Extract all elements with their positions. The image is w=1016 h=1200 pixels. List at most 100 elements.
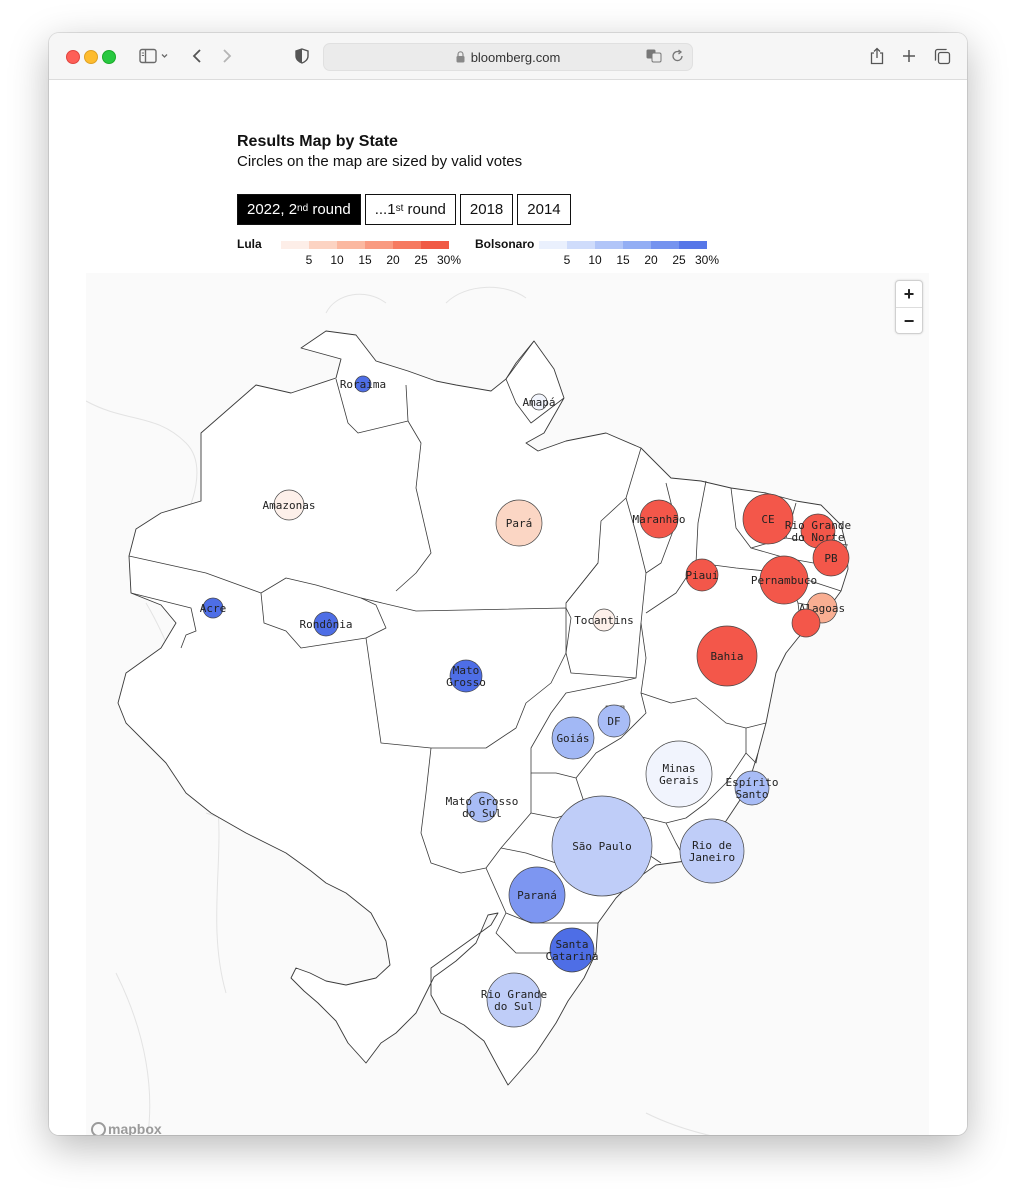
- state-sao-paulo[interactable]: São Paulo: [551, 795, 653, 897]
- tab-label: 2018: [469, 201, 504, 218]
- state-circle[interactable]: [791, 608, 821, 638]
- chevron-right-icon: [223, 49, 232, 63]
- state-label: Rio Grande: [785, 519, 851, 532]
- state-circle[interactable]: [679, 818, 745, 884]
- tab-2018[interactable]: 2018: [459, 194, 514, 225]
- forward-button[interactable]: [217, 45, 237, 67]
- state-pb[interactable]: PB: [812, 539, 850, 577]
- state-df[interactable]: DF: [597, 704, 631, 738]
- translate-icon[interactable]: [646, 49, 662, 66]
- sidebar-toggle-button[interactable]: [134, 45, 174, 67]
- state-label: CE: [761, 513, 774, 526]
- legend-lula-tick: 15: [358, 253, 372, 267]
- state-label: Janeiro: [689, 851, 735, 864]
- state-label: Amazonas: [263, 499, 316, 512]
- state-circle[interactable]: [551, 795, 653, 897]
- tab-overview-button[interactable]: [932, 45, 952, 67]
- state-circle[interactable]: [812, 539, 850, 577]
- state-circle[interactable]: [466, 791, 498, 823]
- state-label: Amapá: [522, 396, 555, 409]
- state-circle[interactable]: [742, 493, 794, 545]
- zoom-window-button[interactable]: [102, 50, 116, 64]
- shield-icon: [295, 48, 309, 64]
- legend-lula-swatch: [393, 241, 421, 249]
- state-circle[interactable]: [530, 393, 548, 411]
- address-bar[interactable]: bloomberg.com: [323, 43, 693, 71]
- minimize-window-button[interactable]: [84, 50, 98, 64]
- state-circle[interactable]: [759, 555, 809, 605]
- state-label: Rio Grande: [481, 988, 547, 1001]
- legend-bolsonaro-tick: 30%: [694, 253, 720, 267]
- state-circle[interactable]: [696, 625, 758, 687]
- state-bahia[interactable]: Bahia: [696, 625, 758, 687]
- tab-2014[interactable]: 2014: [517, 194, 571, 225]
- back-button[interactable]: [187, 45, 207, 67]
- state-label: Mato Grosso: [446, 795, 519, 808]
- mapbox-logo[interactable]: mapbox: [91, 1121, 162, 1135]
- state-pernambuco[interactable]: Pernambuco: [751, 555, 817, 605]
- legend-lula-swatch: [281, 241, 309, 249]
- state-circle[interactable]: [549, 927, 595, 973]
- state-circle[interactable]: [449, 659, 483, 693]
- state-amapa[interactable]: Amapá: [522, 393, 556, 411]
- legend-bolsonaro-tick: 20: [644, 253, 658, 267]
- new-tab-button[interactable]: [899, 45, 919, 67]
- state-circle[interactable]: [734, 770, 770, 806]
- chevron-left-icon: [192, 49, 201, 63]
- state-label: Bahia: [710, 650, 743, 663]
- state-amazonas[interactable]: Amazonas: [263, 489, 316, 521]
- state-circle[interactable]: [273, 489, 305, 521]
- share-icon: [870, 47, 884, 65]
- legend-lula-swatch: [365, 241, 393, 249]
- reload-icon[interactable]: [671, 49, 684, 66]
- tab-label-sup: st: [395, 203, 404, 214]
- state-circle[interactable]: [551, 716, 595, 760]
- close-window-button[interactable]: [66, 50, 80, 64]
- state-circle[interactable]: [486, 972, 542, 1028]
- state-label: do Sul: [462, 807, 502, 820]
- tab-label: 2014: [527, 201, 561, 218]
- state-circle[interactable]: [592, 608, 616, 632]
- state-circle[interactable]: [202, 597, 224, 619]
- state-circle[interactable]: [508, 866, 566, 924]
- state-sergipe[interactable]: [791, 608, 821, 638]
- legend-lula-scale: [281, 241, 449, 249]
- state-acre[interactable]: Acre: [200, 597, 227, 619]
- state-label: Mato: [453, 664, 480, 677]
- tab-label-rest: round: [308, 201, 351, 218]
- state-goias[interactable]: Goiás: [551, 716, 595, 760]
- state-circle[interactable]: [495, 499, 543, 547]
- state-circle[interactable]: [313, 611, 339, 637]
- state-tocantins[interactable]: Tocantins: [574, 608, 634, 632]
- zoom-in-button[interactable]: +: [903, 283, 915, 304]
- state-circle[interactable]: [597, 704, 631, 738]
- state-label: Maranhão: [633, 513, 686, 526]
- state-parana[interactable]: Paraná: [508, 866, 566, 924]
- privacy-report-button[interactable]: [292, 45, 312, 67]
- state-circle[interactable]: [645, 740, 713, 808]
- share-button[interactable]: [867, 45, 887, 67]
- state-rondonia[interactable]: Rondônia: [300, 611, 353, 637]
- state-circle[interactable]: [685, 558, 719, 592]
- state-maranhao[interactable]: Maranhão: [633, 499, 686, 539]
- zoom-out-button[interactable]: −: [896, 307, 922, 334]
- state-circle[interactable]: [354, 375, 372, 393]
- legend-bolsonaro-tick: 10: [588, 253, 602, 267]
- state-ce[interactable]: CE: [742, 493, 794, 545]
- browser-toolbar: bloomberg.com: [49, 33, 967, 80]
- state-para[interactable]: Pará: [495, 499, 543, 547]
- state-circle[interactable]: [639, 499, 679, 539]
- zoom-controls: + −: [895, 280, 923, 334]
- results-map[interactable]: Roraima Amapá Amazonas Pará Maranhão CE Rio Gr…: [86, 273, 929, 1135]
- state-roraima[interactable]: Roraima: [340, 375, 386, 393]
- tab-2022-first-round[interactable]: ...1 st round: [364, 194, 456, 225]
- state-piaui[interactable]: Piauí: [685, 558, 719, 592]
